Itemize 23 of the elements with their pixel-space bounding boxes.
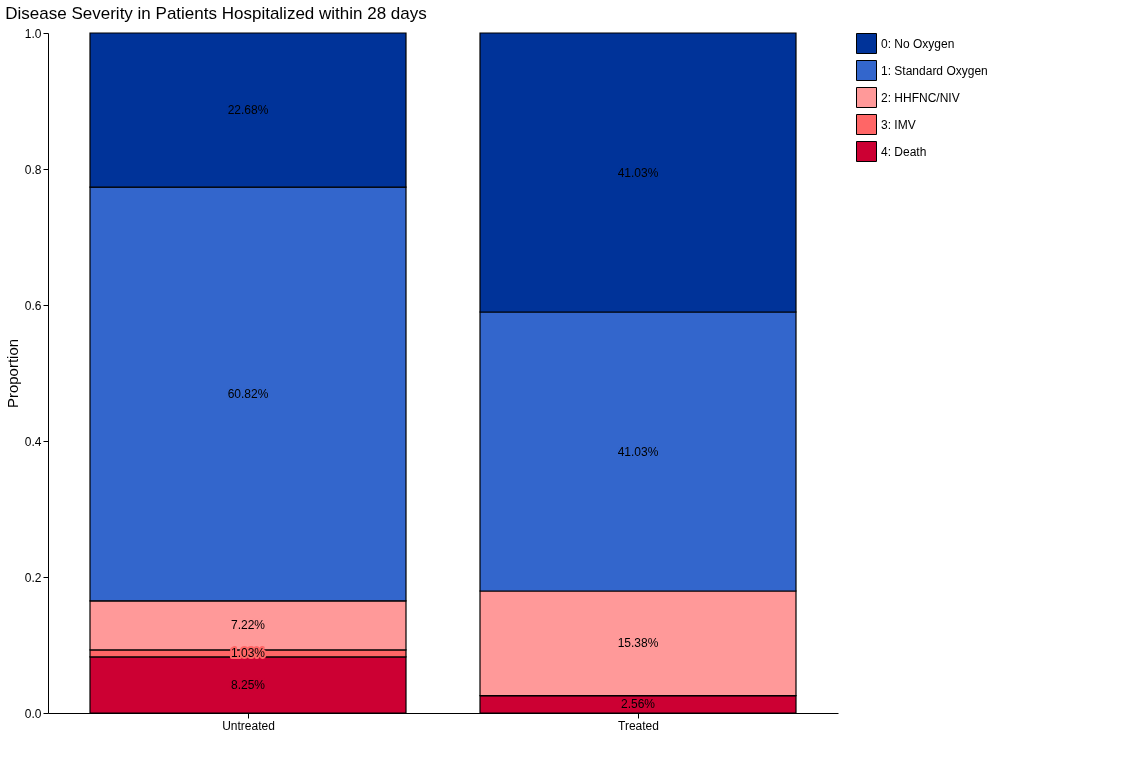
data-label: 60.82%: [227, 387, 269, 402]
data-label: 8.25%: [230, 677, 266, 692]
data-label: 7.22%: [230, 618, 266, 633]
data-label: 22.68%: [227, 103, 269, 118]
y-tick-label: 1.0: [24, 26, 42, 41]
legend-label: 3: IMV: [881, 117, 916, 132]
data-label: 41.03%: [617, 444, 659, 459]
y-tick-label: 0.6: [24, 298, 42, 313]
data-label: 41.03%: [617, 165, 659, 180]
legend-label: 2: HHFNC/NIV: [881, 90, 960, 105]
y-tick-label: 0.0: [24, 706, 42, 721]
y-tick-label: 0.4: [24, 434, 42, 449]
legend-label: 1: Standard Oxygen: [881, 63, 988, 78]
legend-label: 0: No Oxygen: [881, 36, 955, 51]
data-label: 2.56%: [620, 697, 656, 712]
y-axis-title: Proportion: [3, 338, 21, 409]
y-tick-label: 0.2: [24, 570, 42, 585]
y-tick-label: 0.8: [24, 162, 42, 177]
data-label: 15.38%: [617, 636, 659, 651]
legend-label: 4: Death: [881, 144, 927, 159]
x-tick-label: Untreated: [222, 718, 275, 733]
chart-title: Disease Severity in Patients Hospitalized within 28 days: [5, 4, 427, 23]
x-tick-label: Treated: [618, 718, 659, 733]
